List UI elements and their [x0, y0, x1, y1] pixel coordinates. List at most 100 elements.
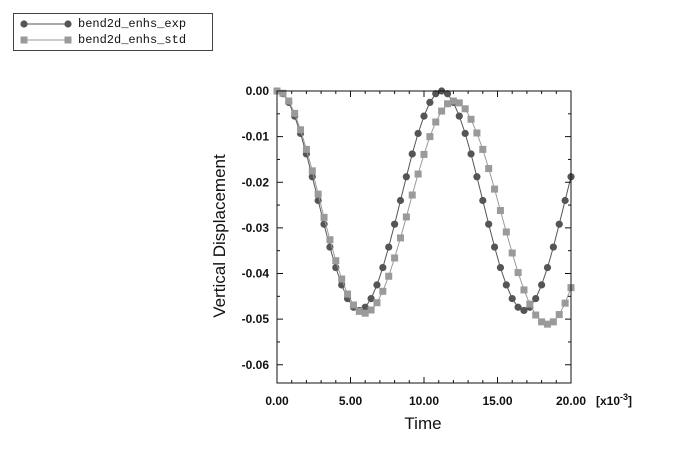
plot-frame — [276, 90, 572, 384]
y-tick-label: -0.03 — [242, 221, 270, 235]
data-point-exp — [467, 150, 475, 158]
data-point-std — [455, 99, 463, 107]
data-point-exp — [543, 263, 552, 272]
data-point-std — [514, 269, 522, 277]
data-point-std — [461, 105, 469, 113]
data-point-std — [479, 145, 487, 153]
data-point-exp — [502, 281, 510, 289]
x-axis-title: Time — [404, 414, 441, 433]
data-point-std — [561, 299, 569, 307]
y-axis-title: Vertical Displacement — [210, 154, 229, 318]
data-point-exp — [426, 98, 434, 107]
data-point-exp — [490, 243, 499, 251]
data-point-std — [408, 191, 416, 199]
y-tick-label: -0.02 — [242, 175, 270, 189]
data-point-std — [349, 301, 357, 309]
data-point-std — [379, 287, 387, 295]
data-point-std — [279, 89, 287, 97]
legend-swatch-exp — [20, 20, 72, 28]
data-point-exp — [538, 281, 546, 289]
data-point-std — [285, 97, 293, 105]
data-point-std — [391, 254, 399, 262]
legend-item-std: bend2d_enhs_std — [14, 32, 212, 48]
x-tick-label: 20.00 — [556, 394, 586, 408]
data-point-std — [543, 320, 551, 328]
data-point-exp — [420, 112, 428, 120]
legend-label-exp: bend2d_enhs_exp — [78, 17, 187, 31]
data-point-std — [449, 97, 457, 105]
data-point-std — [549, 318, 557, 326]
data-point-std — [432, 118, 440, 126]
data-point-exp — [473, 173, 481, 181]
data-point-std — [508, 249, 516, 257]
legend: bend2d_enhs_exp bend2d_enhs_std — [13, 13, 213, 51]
data-point-std — [467, 115, 475, 123]
data-point-std — [385, 272, 393, 280]
series-layer — [273, 87, 575, 328]
legend-swatch-std — [20, 36, 72, 44]
data-point-std — [297, 126, 305, 134]
data-point-exp — [385, 243, 393, 251]
data-point-std — [555, 311, 563, 319]
data-point-std — [485, 165, 493, 173]
data-point-std — [332, 257, 340, 265]
data-point-std — [291, 109, 299, 117]
y-tick-label: 0.00 — [246, 84, 270, 98]
data-point-exp — [549, 243, 557, 251]
data-point-exp — [496, 263, 505, 272]
data-point-std — [538, 318, 546, 326]
data-point-std — [326, 236, 334, 244]
data-point-std — [367, 306, 375, 314]
x-tick-label: 0.00 — [265, 394, 289, 408]
y-tick-label: -0.04 — [242, 267, 270, 281]
data-point-std — [373, 299, 381, 307]
y-tick-label: -0.05 — [242, 312, 270, 326]
data-point-std — [496, 207, 504, 215]
x-tick-label: 5.00 — [339, 394, 363, 408]
data-point-exp — [485, 220, 493, 228]
data-point-exp — [455, 112, 463, 120]
data-point-exp — [443, 90, 452, 98]
legend-label-std: bend2d_enhs_std — [78, 33, 187, 47]
data-point-exp — [414, 129, 422, 138]
data-point-exp — [532, 294, 540, 303]
data-point-std — [491, 185, 499, 193]
data-point-exp — [402, 173, 410, 181]
data-point-exp — [391, 220, 399, 228]
data-point-exp — [561, 196, 569, 205]
data-point-std — [308, 167, 316, 175]
data-point-std — [320, 213, 328, 221]
data-point-std — [438, 107, 446, 115]
data-point-exp — [432, 90, 440, 98]
data-point-exp — [373, 281, 381, 289]
data-point-exp — [408, 150, 416, 158]
data-point-std — [396, 234, 404, 242]
data-point-exp — [514, 303, 522, 311]
data-point-std — [520, 286, 528, 294]
data-point-std — [426, 133, 434, 141]
data-point-std — [344, 290, 352, 298]
data-point-std — [532, 311, 540, 319]
x-tick-label: 10.00 — [409, 394, 439, 408]
data-point-exp — [520, 306, 528, 315]
data-point-std — [444, 100, 452, 108]
y-tick-label: -0.06 — [242, 358, 270, 372]
data-point-std — [361, 309, 369, 317]
data-point-exp — [555, 220, 563, 228]
y-tick-label: -0.01 — [242, 130, 270, 144]
data-point-exp — [361, 303, 369, 311]
data-point-std — [526, 300, 534, 308]
data-point-exp — [508, 294, 516, 303]
x-multiplier-label: [x10-3] — [596, 392, 632, 408]
data-point-exp — [479, 196, 487, 205]
data-point-std — [355, 307, 363, 315]
labels-layer: Time Vertical Displacement [x10-3] — [210, 154, 632, 433]
data-point-std — [473, 129, 481, 137]
data-point-std — [502, 228, 510, 236]
data-point-std — [402, 213, 410, 221]
data-point-std — [302, 145, 310, 153]
data-point-std — [420, 150, 428, 158]
legend-item-exp: bend2d_enhs_exp — [14, 16, 212, 32]
data-point-std — [338, 275, 346, 283]
